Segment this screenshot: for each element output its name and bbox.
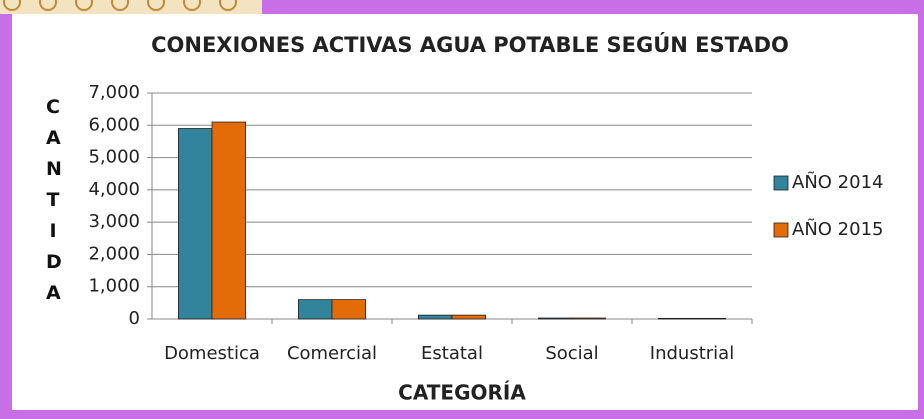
y-tick-label: 4,000: [88, 179, 140, 200]
bar: [658, 318, 692, 319]
chart-title: CONEXIONES ACTIVAS AGUA POTABLE SEGÚN ES…: [151, 32, 789, 57]
page: {"chart_data": {"type": "bar", "title": …: [0, 0, 924, 419]
chart: CONEXIONES ACTIVAS AGUA POTABLE SEGÚN ES…: [12, 14, 918, 410]
legend-label: AÑO 2015: [792, 218, 883, 240]
bar: [298, 300, 332, 319]
x-tick-label: Social: [545, 343, 598, 364]
legend-swatch: [774, 176, 788, 190]
bar: [452, 315, 486, 319]
y-tick-label: 5,000: [88, 147, 140, 168]
bar: [418, 315, 452, 319]
decoration: [0, 0, 270, 14]
bar: [538, 318, 572, 319]
x-tick-label: Comercial: [287, 343, 377, 364]
bar: [332, 300, 366, 319]
bar: [692, 318, 726, 319]
y-tick-label: 3,000: [88, 211, 140, 232]
x-tick-label: Industrial: [650, 343, 734, 364]
x-tick-label: Estatal: [421, 343, 483, 364]
y-tick-label: 6,000: [88, 114, 140, 135]
y-tick-label: 7,000: [88, 82, 140, 103]
legend-label: AÑO 2014: [792, 171, 883, 193]
chart-area: CANTIDA CONEXIONES ACTIVAS AGUA POTABLE …: [12, 14, 918, 410]
x-axis-title: CATEGORÍA: [398, 381, 526, 405]
x-tick-label: Domestica: [164, 343, 260, 364]
bar: [212, 122, 246, 319]
y-tick-label: 1,000: [88, 276, 140, 297]
bar: [178, 129, 212, 319]
bar: [572, 318, 606, 319]
y-tick-label: 2,000: [88, 243, 140, 264]
legend-swatch: [774, 223, 788, 237]
y-tick-label: 0: [129, 308, 140, 329]
